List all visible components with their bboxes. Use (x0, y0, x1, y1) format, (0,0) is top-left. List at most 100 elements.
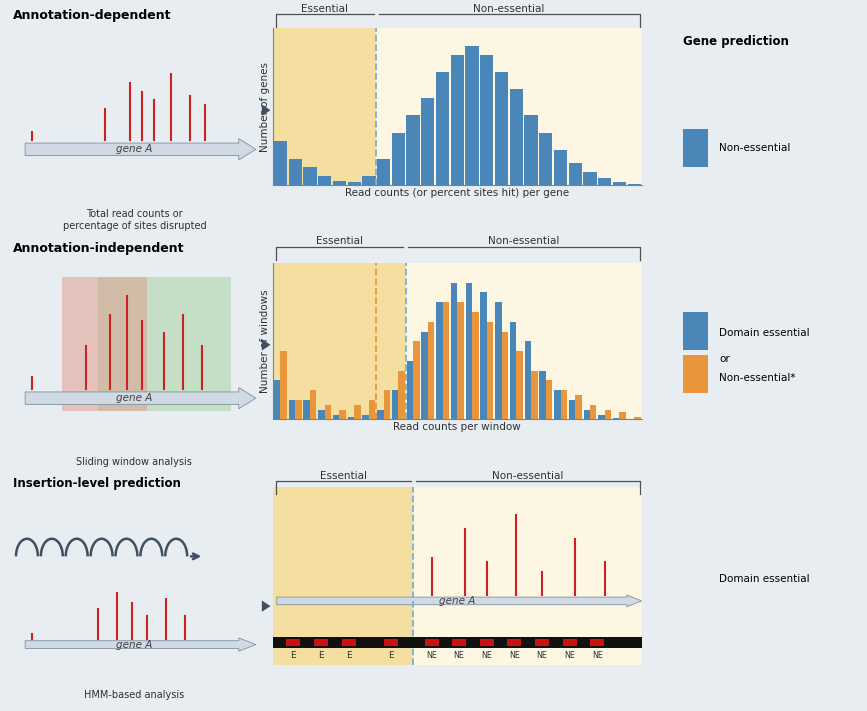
Bar (384, 390, 390, 419)
Text: NE: NE (564, 651, 575, 661)
Bar (274, 141, 287, 185)
Bar (590, 639, 604, 646)
Bar (281, 351, 287, 419)
Bar (480, 55, 493, 185)
Bar (590, 405, 596, 419)
Text: E: E (318, 651, 323, 661)
Text: Non-essential: Non-essential (492, 471, 563, 481)
Bar (274, 380, 281, 419)
Text: Non-essential: Non-essential (473, 4, 544, 14)
Bar (355, 405, 361, 419)
Bar (525, 115, 538, 185)
Bar (392, 390, 399, 419)
Bar (428, 321, 434, 419)
Bar (472, 312, 479, 419)
Bar (333, 415, 340, 419)
FancyArrow shape (25, 387, 256, 409)
Bar (340, 410, 346, 419)
Bar (421, 331, 428, 419)
Text: NE: NE (481, 651, 492, 661)
Bar (342, 639, 355, 646)
Bar (348, 182, 361, 185)
Bar (377, 410, 384, 419)
Text: NE: NE (426, 651, 437, 661)
X-axis label: Read counts per window: Read counts per window (394, 422, 521, 432)
Bar (413, 487, 642, 665)
Bar (414, 341, 420, 419)
Bar (376, 28, 642, 185)
Text: Essential: Essential (320, 471, 367, 481)
X-axis label: Read counts (or percent sites hit) per gene: Read counts (or percent sites hit) per g… (345, 188, 570, 198)
Bar (510, 321, 517, 419)
Bar (273, 263, 406, 419)
Bar (303, 168, 316, 185)
Y-axis label: Number of genes: Number of genes (260, 62, 271, 151)
Bar (554, 390, 561, 419)
Bar (443, 302, 449, 419)
Bar (384, 639, 398, 646)
Bar (318, 176, 331, 185)
Bar (392, 133, 405, 185)
Bar (495, 72, 508, 185)
Bar (487, 321, 493, 419)
FancyArrow shape (25, 139, 256, 160)
Text: Domain essential: Domain essential (719, 328, 810, 338)
Text: gene A: gene A (440, 596, 475, 606)
Text: Annotation-dependent: Annotation-dependent (13, 9, 172, 22)
Text: NE: NE (509, 651, 520, 661)
Bar (683, 312, 707, 351)
Text: Non-essential: Non-essential (719, 143, 791, 153)
Bar (605, 410, 611, 419)
Text: or: or (719, 353, 730, 363)
Bar (325, 405, 331, 419)
Text: E: E (388, 651, 394, 661)
Bar (421, 98, 434, 185)
Bar (613, 182, 626, 185)
Text: Non-essential: Non-essential (488, 236, 559, 246)
Bar (569, 163, 582, 185)
Bar (295, 400, 302, 419)
Text: NE: NE (537, 651, 548, 661)
Bar (576, 395, 582, 419)
Bar (507, 639, 521, 646)
Bar (683, 129, 707, 166)
Bar (563, 639, 577, 646)
Bar (453, 639, 466, 646)
Bar (362, 176, 375, 185)
Bar (369, 400, 375, 419)
Bar (517, 351, 523, 419)
Bar (286, 639, 300, 646)
Bar (289, 400, 296, 419)
Bar (539, 133, 552, 185)
Bar (531, 370, 538, 419)
Text: E: E (346, 651, 351, 661)
Text: Essential: Essential (316, 236, 363, 246)
Bar (273, 487, 413, 665)
Bar (310, 390, 316, 419)
Bar (458, 302, 464, 419)
Bar (399, 370, 405, 419)
Bar (613, 417, 620, 419)
Text: Domain essential: Domain essential (719, 574, 810, 584)
Bar (466, 46, 479, 185)
Bar (362, 415, 369, 419)
Bar (560, 390, 567, 419)
Bar (495, 302, 501, 419)
Bar (318, 410, 325, 419)
Bar (480, 292, 487, 419)
Bar (407, 360, 414, 419)
Bar (98, 277, 231, 410)
Bar (569, 400, 576, 419)
Bar (583, 172, 596, 185)
Bar (425, 639, 439, 646)
Bar (479, 639, 494, 646)
Text: Non-essential*: Non-essential* (719, 373, 796, 383)
Bar (598, 415, 605, 419)
Bar (273, 637, 642, 648)
Text: gene A: gene A (116, 393, 153, 403)
Text: Total read counts or
percentage of sites disrupted: Total read counts or percentage of sites… (62, 210, 206, 231)
Bar (510, 90, 523, 185)
Bar (314, 639, 328, 646)
Text: HMM-based analysis: HMM-based analysis (84, 690, 185, 700)
Bar (598, 178, 611, 185)
